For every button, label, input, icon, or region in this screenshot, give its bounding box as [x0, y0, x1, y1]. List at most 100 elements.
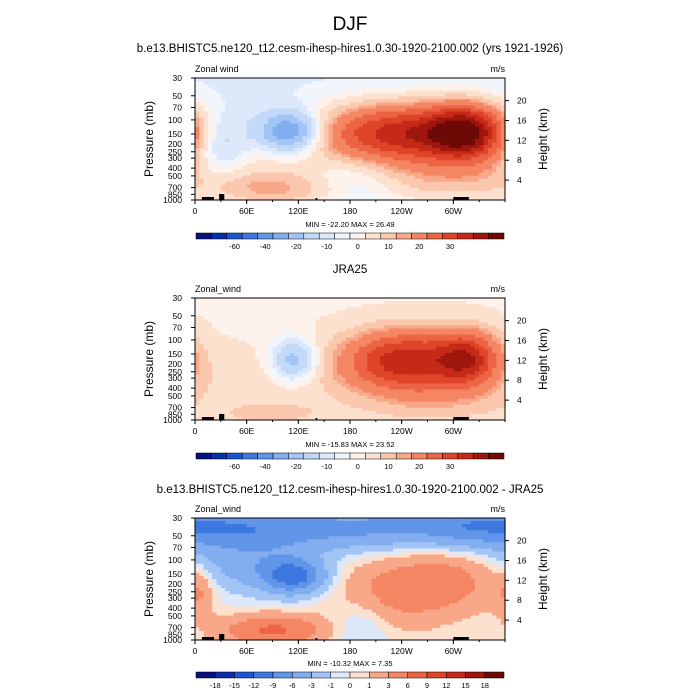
heatmap-cell [220, 187, 226, 192]
heatmap-cell [375, 368, 381, 372]
heatmap-cell [405, 108, 411, 113]
heatmap-cell [466, 87, 472, 91]
heatmap-cell [474, 135, 480, 140]
heatmap-cell [358, 355, 364, 360]
heatmap-cell [315, 102, 321, 107]
heatmap-cell [233, 135, 239, 140]
heatmap-cell [449, 181, 454, 186]
heatmap-cell [319, 87, 325, 91]
heatmap-cell [492, 169, 497, 174]
heatmap-cell [199, 319, 205, 323]
heatmap-cell [362, 132, 368, 137]
heatmap-cell [436, 117, 442, 122]
heatmap-cell [414, 380, 420, 384]
heatmap-cell [380, 160, 386, 164]
heatmap-cell [199, 90, 205, 94]
heatmap-cell [324, 355, 330, 360]
heatmap-cell [311, 108, 317, 113]
heatmap-cell [263, 87, 269, 91]
heatmap-cell [487, 102, 493, 107]
heatmap-cell [306, 346, 312, 351]
heatmap-cell [311, 148, 317, 152]
heatmap-cell [294, 163, 299, 168]
heatmap-cell [436, 193, 442, 198]
heatmap-cell [500, 169, 506, 174]
heatmap-cell [457, 78, 463, 82]
heatmap-cell [405, 362, 411, 366]
heatmap-cell [436, 120, 442, 125]
heatmap-cell [350, 117, 355, 122]
heatmap-cell [341, 166, 347, 171]
heatmap-cell [220, 334, 226, 339]
heatmap-cell [311, 163, 317, 168]
heatmap-cell [220, 184, 226, 189]
heatmap-cell [250, 181, 256, 186]
heatmap-cell [268, 352, 274, 357]
heatmap-cell [418, 181, 424, 186]
heatmap-cell [427, 355, 433, 360]
heatmap-cell [337, 81, 342, 85]
heatmap-cell [427, 184, 433, 189]
heatmap-cell [397, 190, 403, 195]
heatmap-cell [449, 365, 454, 369]
heatmap-cell [281, 111, 287, 116]
heatmap-cell [423, 325, 429, 330]
heatmap-cell [393, 184, 398, 189]
heatmap-cell [332, 93, 338, 97]
heatmap-cell [319, 120, 325, 125]
heatmap-cell [255, 331, 261, 336]
heatmap-cell [410, 166, 416, 171]
heatmap-cell [500, 328, 506, 333]
heatmap-cell [203, 184, 209, 189]
heatmap-cell [500, 340, 506, 345]
heatmap-cell [216, 380, 222, 384]
heatmap-cell [431, 301, 437, 305]
heatmap-cell [195, 325, 200, 330]
heatmap-cell [289, 108, 295, 113]
heatmap-cell [246, 368, 252, 372]
heatmap-cell [479, 343, 485, 348]
colorbar-swatch [257, 232, 274, 240]
heatmap-cell [302, 343, 308, 348]
heatmap-cell [289, 181, 295, 186]
heatmap-cell [388, 120, 394, 125]
heatmap-cell [281, 166, 287, 171]
heatmap-cell [427, 87, 433, 91]
heatmap-cell [483, 132, 489, 137]
heatmap-cell [324, 313, 330, 317]
heatmap-cell [479, 181, 485, 186]
heatmap-cell [350, 132, 355, 137]
heatmap-cell [431, 142, 437, 146]
heatmap-cell [375, 346, 381, 351]
heatmap-cell [225, 184, 231, 189]
heatmap-cell [367, 178, 373, 183]
heatmap-cell [492, 355, 497, 360]
heatmap-cell [362, 190, 368, 195]
heatmap-cell [285, 157, 291, 161]
heatmap-cell [414, 181, 420, 186]
heatmap-cell [207, 160, 213, 164]
heatmap-cell [302, 349, 308, 354]
heatmap-cell [444, 301, 450, 305]
heatmap-cell [276, 175, 282, 180]
heatmap-cell [298, 328, 304, 333]
heatmap-cell [281, 84, 287, 88]
heatmap-cell [225, 365, 231, 369]
heatmap-cell [259, 178, 265, 183]
heatmap-cell [431, 163, 437, 168]
heatmap-cell [474, 102, 480, 107]
heatmap-cell [436, 355, 442, 360]
heatmap-cell [212, 371, 218, 375]
heatmap-cell [220, 331, 226, 336]
heatmap-cell [246, 151, 252, 155]
heatmap-cell [410, 111, 416, 116]
heatmap-cell [337, 190, 342, 195]
heatmap-cell [474, 316, 480, 320]
heatmap-cell [306, 319, 312, 323]
heatmap-cell [220, 343, 226, 348]
heatmap-cell [380, 157, 386, 161]
heatmap-cell [457, 331, 463, 336]
heatmap-cell [272, 81, 278, 85]
heatmap-cell [281, 340, 287, 345]
heatmap-cell [444, 132, 450, 137]
